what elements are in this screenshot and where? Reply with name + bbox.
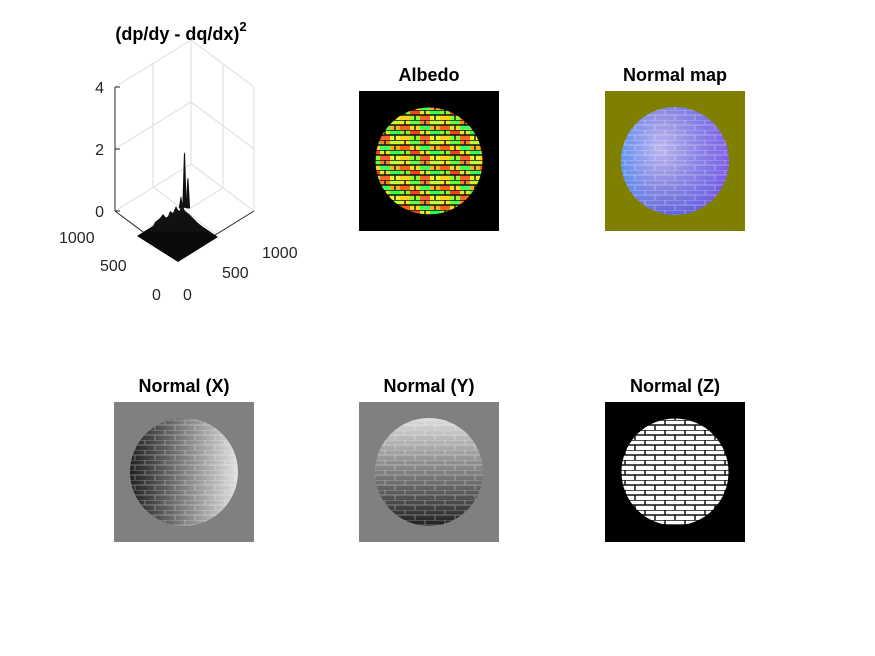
normal-map-title: Normal map [623,65,727,85]
x-tick-label: 500 [222,265,249,282]
normal-y-title: Normal (Y) [383,376,474,396]
surface-title-main: (dp/dy - dq/dx) [115,24,239,44]
z-tick-label: 2 [95,142,104,159]
surface-mesh [137,152,218,262]
y-tick-label: 1000 [59,230,95,247]
surface-title: (dp/dy - dq/dx)2 [115,19,246,44]
normal-x-title: Normal (X) [138,376,229,396]
normal-map-panel: Normal map [605,65,745,231]
normal-x-panel: Normal (X) [114,376,254,542]
normal-z-title: Normal (Z) [630,376,720,396]
surface-peak [182,152,187,208]
surface-title-superscript: 2 [239,19,246,34]
albedo-panel: Albedo [359,65,499,231]
albedo-title: Albedo [399,65,460,85]
normal-z-panel: Normal (Z) [605,376,745,542]
z-tick-label: 0 [95,204,104,221]
normal-y-panel: Normal (Y) [359,376,499,542]
x-tick-label: 1000 [262,245,298,262]
surface-peak [178,195,184,209]
y-tick-label: 0 [152,287,161,304]
x-tick-label: 0 [183,287,192,304]
normal-z-sphere [621,418,729,526]
surface-peak [185,177,191,209]
y-tick-label: 500 [100,258,127,275]
z-tick-label: 4 [95,80,104,97]
surface-panel: (dp/dy - dq/dx)2 [59,19,298,304]
